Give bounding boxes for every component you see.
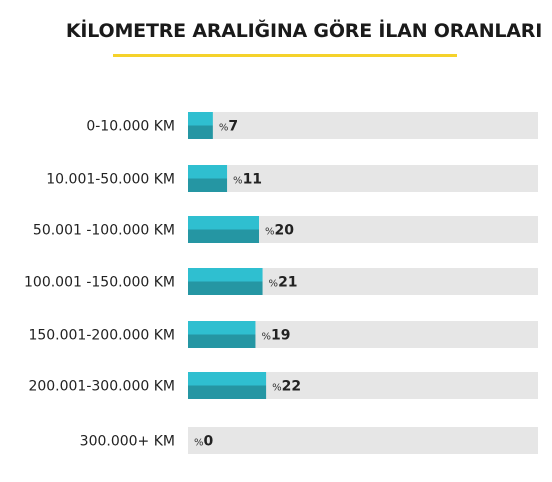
chart-title: KİLOMETRE ARALIĞINA GÖRE İLAN ORANLARI xyxy=(65,20,543,42)
bar xyxy=(188,112,213,139)
data-label: %7 xyxy=(219,119,238,135)
bar-top-half xyxy=(188,216,259,230)
value-number: 22 xyxy=(282,379,301,395)
bar-track xyxy=(188,427,538,454)
category-label: 0-10.000 KM xyxy=(86,119,175,135)
bar-bottom-half xyxy=(188,334,256,348)
value-number: 21 xyxy=(278,275,297,291)
percent-sign: % xyxy=(233,176,243,187)
percent-sign: % xyxy=(261,332,271,343)
bar-top-half xyxy=(188,321,256,335)
value-number: 11 xyxy=(243,172,262,188)
bar-track xyxy=(188,165,538,192)
category-label: 300.000+ KM xyxy=(80,434,175,450)
value-number: 7 xyxy=(228,119,238,135)
percent-sign: % xyxy=(194,438,204,449)
bar xyxy=(188,216,259,243)
data-label: %22 xyxy=(272,379,301,395)
category-label: 100.001 -150.000 KM xyxy=(24,275,175,291)
value-number: 19 xyxy=(271,328,290,344)
data-label: %0 xyxy=(194,434,214,450)
bar-bottom-half xyxy=(188,125,213,139)
percent-sign: % xyxy=(265,227,275,238)
title-underline xyxy=(113,54,457,57)
percent-sign: % xyxy=(269,279,279,290)
bar xyxy=(188,321,256,348)
value-number: 0 xyxy=(204,434,214,450)
bar-track xyxy=(188,112,538,139)
bar xyxy=(188,372,267,399)
bar-top-half xyxy=(188,372,267,386)
data-label: %21 xyxy=(269,275,298,291)
bar-bottom-half xyxy=(188,281,263,295)
bar-top-half xyxy=(188,112,213,126)
bar-top-half xyxy=(188,268,263,282)
bar xyxy=(188,165,228,192)
category-label: 10.001-50.000 KM xyxy=(46,172,175,188)
category-label: 150.001-200.000 KM xyxy=(28,328,175,344)
bar-bottom-half xyxy=(188,229,259,243)
data-label: %20 xyxy=(265,223,294,239)
bar-top-half xyxy=(188,165,228,179)
data-label: %11 xyxy=(233,172,262,188)
bar xyxy=(188,268,263,295)
value-number: 20 xyxy=(275,223,295,239)
bar-bottom-half xyxy=(188,385,267,399)
category-label: 50.001 -100.000 KM xyxy=(33,223,175,239)
percent-sign: % xyxy=(219,123,229,134)
data-label: %19 xyxy=(261,328,290,344)
bar-bottom-half xyxy=(188,178,228,192)
category-label: 200.001-300.000 KM xyxy=(28,379,175,395)
percent-sign: % xyxy=(272,383,282,394)
